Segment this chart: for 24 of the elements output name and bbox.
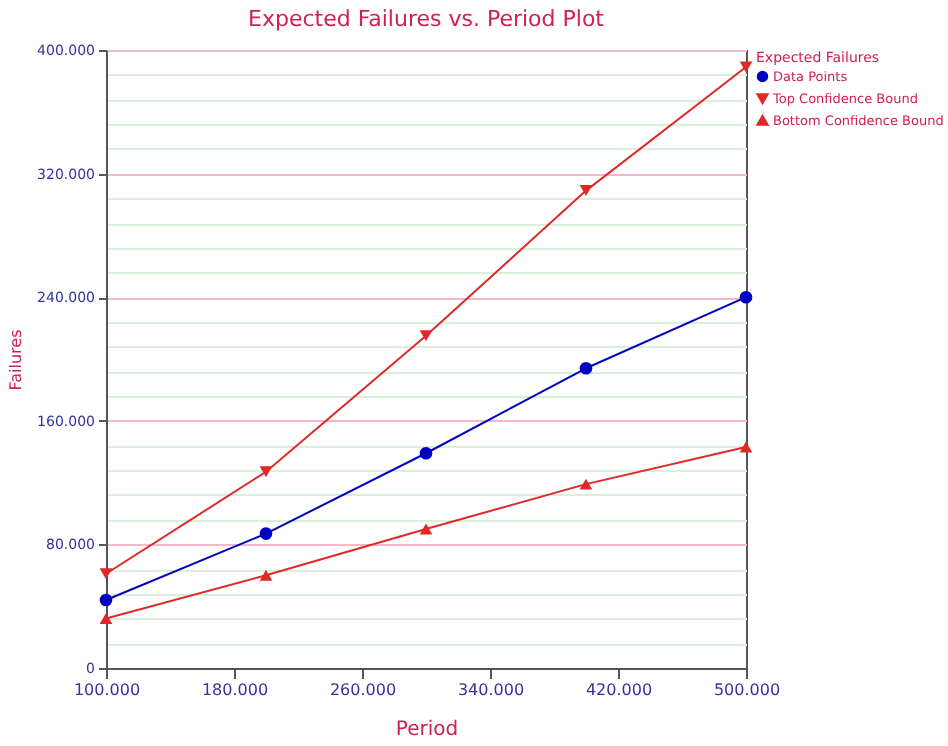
x-tick-label: 180.000 — [201, 681, 269, 699]
point — [99, 568, 113, 580]
x-tick-label: 500.000 — [713, 681, 781, 699]
point — [579, 185, 593, 197]
point — [259, 466, 273, 478]
x-tick-label: 340.000 — [457, 681, 525, 699]
point — [739, 290, 753, 304]
y-axis-title: Failures — [7, 329, 26, 391]
point — [419, 330, 433, 342]
point — [99, 593, 113, 607]
x-tick-label: 100.000 — [73, 681, 141, 699]
x-tick-label: 260.000 — [329, 681, 397, 699]
point — [739, 61, 753, 73]
point — [739, 441, 753, 453]
point — [419, 523, 433, 535]
x-tick-label: 420.000 — [585, 681, 653, 699]
chart-title: Expected Failures vs. Period Plot — [248, 6, 606, 32]
point — [99, 613, 113, 625]
x-axis-title: Period — [395, 719, 459, 741]
point — [419, 446, 433, 460]
point — [579, 361, 593, 375]
point — [579, 478, 593, 490]
point — [259, 569, 273, 581]
point — [259, 527, 273, 540]
